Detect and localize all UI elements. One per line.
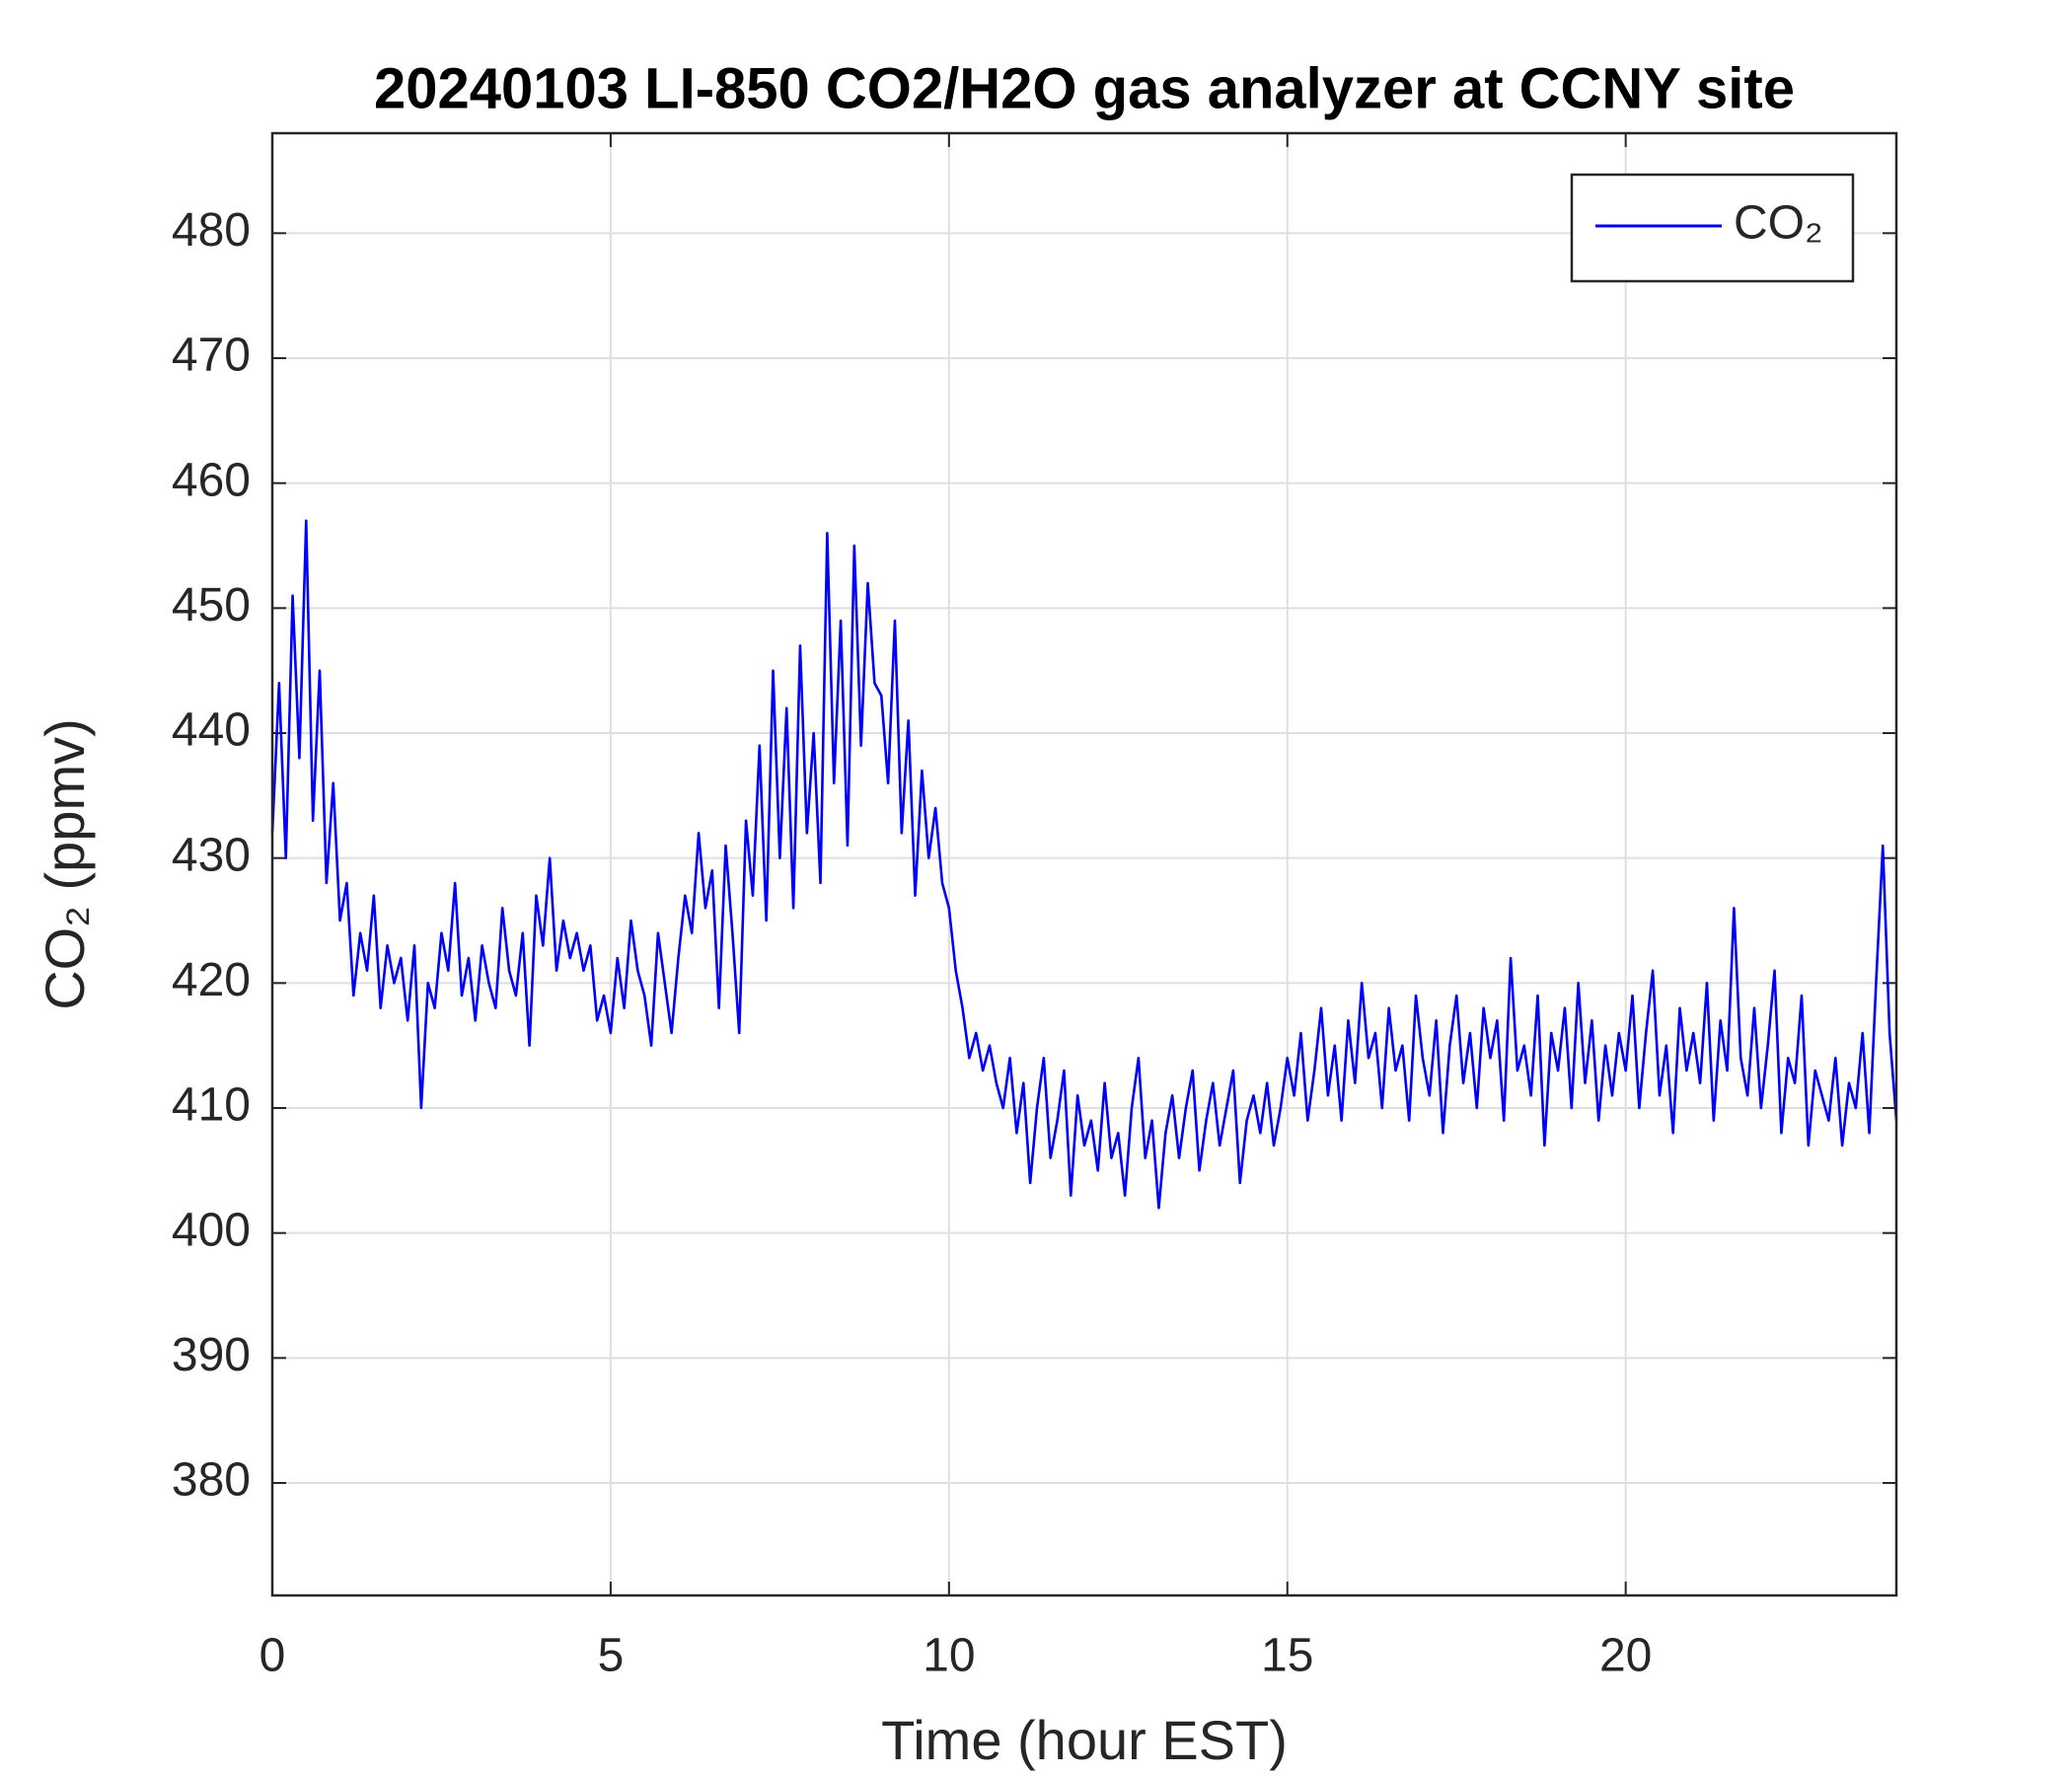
x-tick-label: 0 xyxy=(259,1630,286,1682)
x-tick-label: 5 xyxy=(598,1630,625,1682)
x-axis-label: Time (hour EST) xyxy=(881,1709,1288,1771)
legend-label: CO₂ xyxy=(1734,197,1823,250)
x-tick-label: 20 xyxy=(1599,1630,1652,1682)
y-tick-label: 380 xyxy=(172,1454,251,1507)
y-tick-label: 400 xyxy=(172,1204,251,1256)
y-tick-label: 450 xyxy=(172,579,251,631)
x-tick-label: 15 xyxy=(1261,1630,1313,1682)
y-tick-label: 470 xyxy=(172,330,251,382)
y-tick-label: 420 xyxy=(172,954,251,1006)
y-tick-label: 430 xyxy=(172,829,251,881)
data-line xyxy=(270,519,1898,1210)
y-tick-label: 390 xyxy=(172,1329,251,1381)
x-tick-label: 10 xyxy=(923,1630,975,1682)
y-tick-label: 480 xyxy=(172,204,251,257)
y-tick-label: 410 xyxy=(172,1079,251,1132)
chart-title: 20240103 LI-850 CO2/H2O gas analyzer at … xyxy=(374,56,1795,120)
legend-box xyxy=(1570,173,1855,283)
axes-box xyxy=(270,131,1898,1597)
y-tick-label: 460 xyxy=(172,454,251,506)
y-tick-label: 440 xyxy=(172,704,251,757)
y-axis-label: CO₂ (ppmv) xyxy=(34,718,96,1010)
